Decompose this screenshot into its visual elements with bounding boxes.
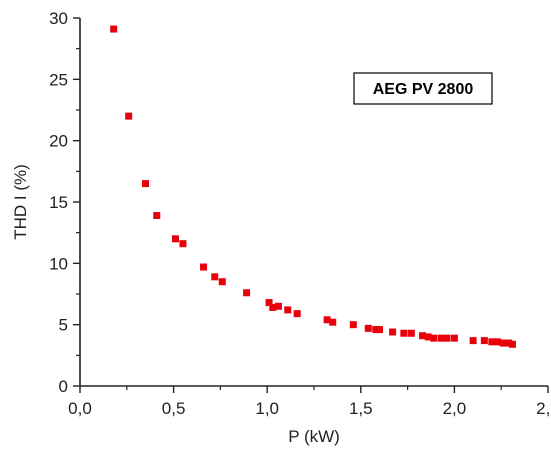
y-axis-title: THD I (%) xyxy=(11,164,30,240)
data-point xyxy=(179,240,187,248)
data-point xyxy=(171,235,179,243)
data-point xyxy=(372,326,380,334)
data-point xyxy=(153,211,161,219)
data-point xyxy=(364,324,372,332)
data-point xyxy=(499,339,507,347)
data-point xyxy=(329,318,337,326)
y-tick-label: 0 xyxy=(59,377,68,396)
data-point xyxy=(430,334,438,342)
data-point xyxy=(349,321,357,329)
data-point xyxy=(211,273,219,281)
data-point xyxy=(488,338,496,346)
y-tick-label: 30 xyxy=(49,9,68,28)
data-point xyxy=(450,334,458,342)
data-point xyxy=(274,302,282,310)
data-point xyxy=(424,333,432,341)
data-point xyxy=(142,180,150,188)
data-point xyxy=(200,263,208,271)
x-tick-label: 1,0 xyxy=(255,399,279,418)
y-tick-label: 20 xyxy=(49,132,68,151)
data-point xyxy=(110,25,118,33)
data-point xyxy=(218,278,226,286)
data-point xyxy=(493,338,501,346)
annotation-label: AEG PV 2800 xyxy=(373,81,474,98)
data-point xyxy=(323,316,331,324)
data-point xyxy=(243,289,251,297)
data-point xyxy=(419,332,427,340)
x-axis-title: P (kW) xyxy=(288,427,340,446)
data-point xyxy=(480,337,488,345)
data-points xyxy=(110,25,516,348)
y-tick-label: 5 xyxy=(59,316,68,335)
y-tick-label: 15 xyxy=(49,193,68,212)
x-tick-label: 0,0 xyxy=(68,399,92,418)
data-point xyxy=(265,299,273,307)
data-point xyxy=(376,326,384,334)
data-point xyxy=(269,303,277,311)
x-tick-label: 1,5 xyxy=(349,399,373,418)
x-tick-label: 0,5 xyxy=(162,399,186,418)
y-axis-ticks: 0 5 10 15 20 25 30 xyxy=(49,9,80,396)
y-tick-label: 25 xyxy=(49,70,68,89)
x-tick-label: 2,0 xyxy=(443,399,467,418)
data-point xyxy=(437,334,445,342)
x-tick-label: 2,5 xyxy=(536,399,551,418)
y-tick-label: 10 xyxy=(49,254,68,273)
data-point xyxy=(125,112,133,120)
data-point xyxy=(293,310,301,318)
data-point xyxy=(400,329,408,337)
data-point xyxy=(407,329,415,337)
x-axis-ticks: 0,0 0,5 1,0 1,5 2,0 2,5 xyxy=(68,386,551,418)
data-point xyxy=(505,339,513,347)
data-point xyxy=(284,306,292,314)
data-point xyxy=(469,337,477,345)
annotation-box: AEG PV 2800 xyxy=(353,72,493,105)
data-point xyxy=(508,340,516,348)
data-point xyxy=(443,334,451,342)
data-point xyxy=(389,328,397,336)
